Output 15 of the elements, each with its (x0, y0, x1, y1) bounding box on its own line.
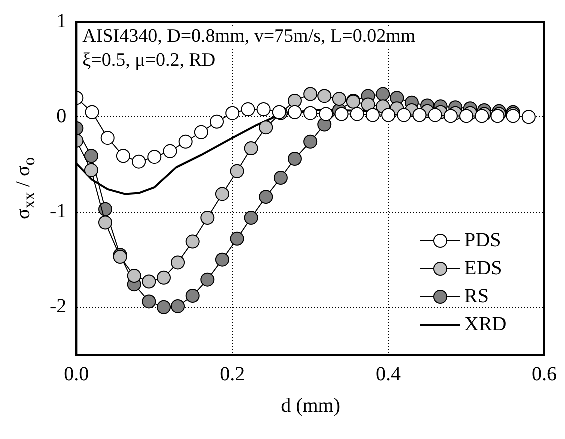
y-tick-label: -2 (50, 296, 67, 318)
y-tick-label: 0 (56, 105, 67, 128)
legend-label: PDS (464, 229, 502, 252)
legend-label: EDS (464, 257, 502, 280)
x-tick-label: 0.6 (532, 363, 557, 386)
annotation: AISI4340, D=0.8mm, v=75m/s, L=0.02mm (82, 26, 416, 48)
legend-label: XRD (464, 313, 507, 336)
x-axis-title: d (mm) (281, 395, 341, 418)
x-tick-label: 0.4 (376, 363, 402, 386)
x-tick-label: 0.0 (64, 363, 90, 386)
y-tick-label: 1 (56, 10, 67, 32)
legend-label: RS (464, 285, 489, 308)
y-tick-label: -1 (50, 200, 67, 223)
x-tick-label: 0.2 (220, 363, 246, 386)
annotation: ξ=0.5, μ=0.2, RD (82, 50, 216, 72)
